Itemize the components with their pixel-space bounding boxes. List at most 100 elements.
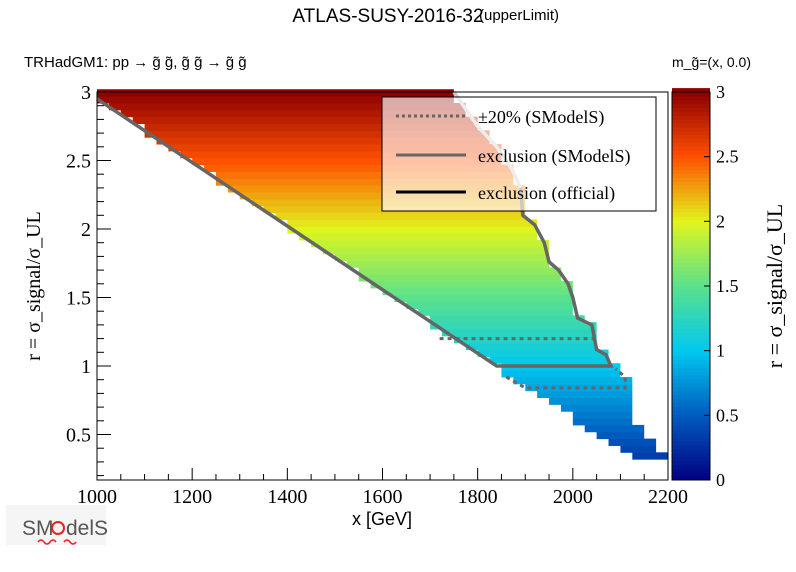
colorbar-segment [672,157,710,163]
z-axis-label: r = σ_signal/σ_UL [762,204,787,368]
colorbar-segment [672,445,710,450]
colorbar-segment [672,289,710,295]
colorbar-segment [672,367,710,372]
heatmap-cell [430,315,585,323]
heatmap-cell [275,212,526,220]
colorbar-segment [672,270,710,275]
colorbar-segment [672,344,710,349]
colorbar-segment [672,266,710,271]
heatmap-cell [560,404,633,412]
heatmap-cell [97,96,454,104]
colorbar-segment [672,95,710,101]
x-tick-label: 1000 [77,486,117,508]
colorbar-segment [672,398,710,403]
colorbar-segment [672,165,710,171]
colorbar-segment [672,464,710,469]
colorbar-tick-label: 1 [716,341,725,361]
heatmap-cell [501,370,621,378]
logo-circle [51,521,65,535]
colorbar-segment [672,196,710,202]
colorbar-segment [672,406,710,411]
x-tick-label: 1600 [363,486,403,508]
heatmap-cell [323,246,550,255]
colorbar-tick-label: 2.5 [716,147,739,167]
colorbar-segment [672,247,710,252]
heatmap-cell [465,342,597,351]
exclusion-smodels-line [96,97,614,368]
heatmap-cell [453,335,597,344]
x-tick-label: 1200 [172,486,212,508]
colorbar-segment [672,169,710,174]
colorbar-segment [672,441,710,446]
colorbar-segment [672,146,710,151]
colorbar-tick-label: 3 [716,82,725,102]
axes: 1000 1200 1400 1600 1800 2000 2200 0.5 1 1.5 2 2.5 3 [66,82,688,508]
colorbar-segment [672,154,710,159]
colorbar-segment [672,394,710,400]
colorbar-segment [672,359,710,365]
heatmap-cell [382,287,573,296]
colorbar-segment [672,425,710,431]
colorbar-segment [672,452,710,458]
colorbar-segment [672,204,710,209]
heatmap-cell [334,253,550,262]
heatmap-cell [572,411,633,419]
colorbar-segment [672,278,710,283]
heatmap-cell [227,185,526,193]
x-axis-label: x [GeV] [352,509,412,529]
chart-title: ATLAS-SUSY-2016-32 [292,6,483,27]
heatmap-cell [513,376,633,385]
colorbar-segment [672,414,710,419]
colorbar-segment [672,340,710,345]
colorbar-tick-label: 0 [716,470,725,490]
colorbar-segment [672,258,710,264]
heatmap-cell [549,397,633,405]
heatmap-cell [215,171,514,179]
heatmap-cell [287,226,538,234]
colorbar-segment [672,317,710,322]
y-tick-label: 2.5 [66,151,91,173]
colorbar-segment [672,456,710,462]
colorbar: 0 0.5 1 1.5 2 2.5 3 [671,82,739,490]
y-tick-label: 1 [81,356,91,378]
colorbar-segment [672,336,710,341]
heatmap-cell [394,294,573,303]
colorbar-segment [672,286,710,291]
logo-wave [37,539,77,545]
colorbar-segment [672,351,710,357]
colorbar-segment [672,92,710,97]
colorbar-segment [672,223,710,229]
colorbar-segment [672,305,710,310]
y-tick-label: 3 [81,82,91,104]
x-tick-label: 1400 [267,486,307,508]
heatmap-cell [632,452,668,460]
heatmap-cell [215,178,514,186]
colorbar-segment [672,216,710,221]
chart-title-suffix: (upperLimit) [479,7,559,24]
colorbar-segment [672,328,710,334]
heatmap-cell [299,233,538,241]
legend-label: ±20% (SModelS) [478,107,604,128]
colorbar-segment [672,254,710,260]
smodels-logo: SM delS [6,505,108,545]
colorbar-segment [672,138,710,143]
heatmap-cell [156,137,490,145]
colorbar-segment [672,309,710,314]
heatmap-cell [418,308,573,316]
colorbar-segment [672,429,710,434]
colorbar-segment [672,185,710,190]
heatmap-cell [584,424,645,433]
heatmap-cell [489,356,609,364]
colorbar-segment [672,410,710,415]
colorbar-segment [672,355,710,361]
colorbar-segment [672,161,710,167]
legend: ±20% (SModelS) exclusion (SModelS) exclu… [381,96,657,212]
colorbar-segment [672,107,710,112]
heatmap-cell [132,116,478,125]
y-tick-label: 1.5 [66,288,91,310]
colorbar-segment [672,371,710,376]
colorbar-segment [672,88,710,93]
colorbar-segment [672,468,710,473]
colorbar-segment [672,177,710,182]
logo-text: delS [66,517,108,540]
